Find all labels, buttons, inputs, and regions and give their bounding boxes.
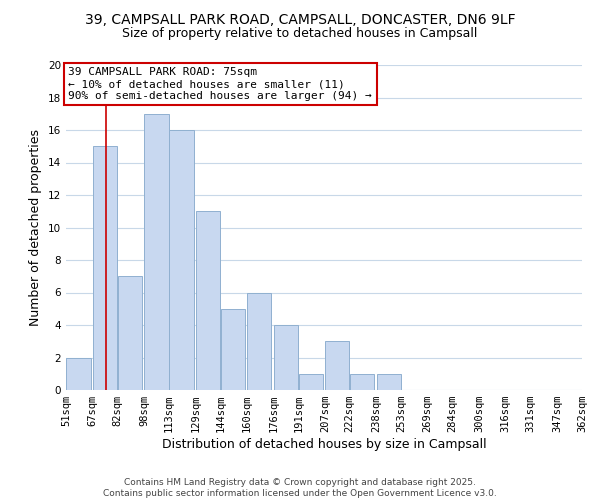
Bar xyxy=(93,146,117,390)
Bar xyxy=(274,325,298,390)
Text: 39 CAMPSALL PARK ROAD: 75sqm
← 10% of detached houses are smaller (11)
90% of se: 39 CAMPSALL PARK ROAD: 75sqm ← 10% of de… xyxy=(68,68,372,100)
Bar xyxy=(66,358,91,390)
Bar xyxy=(377,374,401,390)
Bar xyxy=(144,114,169,390)
Bar xyxy=(350,374,374,390)
Bar xyxy=(247,292,271,390)
Text: 39, CAMPSALL PARK ROAD, CAMPSALL, DONCASTER, DN6 9LF: 39, CAMPSALL PARK ROAD, CAMPSALL, DONCAS… xyxy=(85,12,515,26)
X-axis label: Distribution of detached houses by size in Campsall: Distribution of detached houses by size … xyxy=(161,438,487,451)
Y-axis label: Number of detached properties: Number of detached properties xyxy=(29,129,43,326)
Bar xyxy=(118,276,142,390)
Bar xyxy=(196,211,220,390)
Bar xyxy=(299,374,323,390)
Bar xyxy=(325,341,349,390)
Bar xyxy=(169,130,194,390)
Text: Size of property relative to detached houses in Campsall: Size of property relative to detached ho… xyxy=(122,28,478,40)
Bar xyxy=(221,308,245,390)
Text: Contains HM Land Registry data © Crown copyright and database right 2025.
Contai: Contains HM Land Registry data © Crown c… xyxy=(103,478,497,498)
